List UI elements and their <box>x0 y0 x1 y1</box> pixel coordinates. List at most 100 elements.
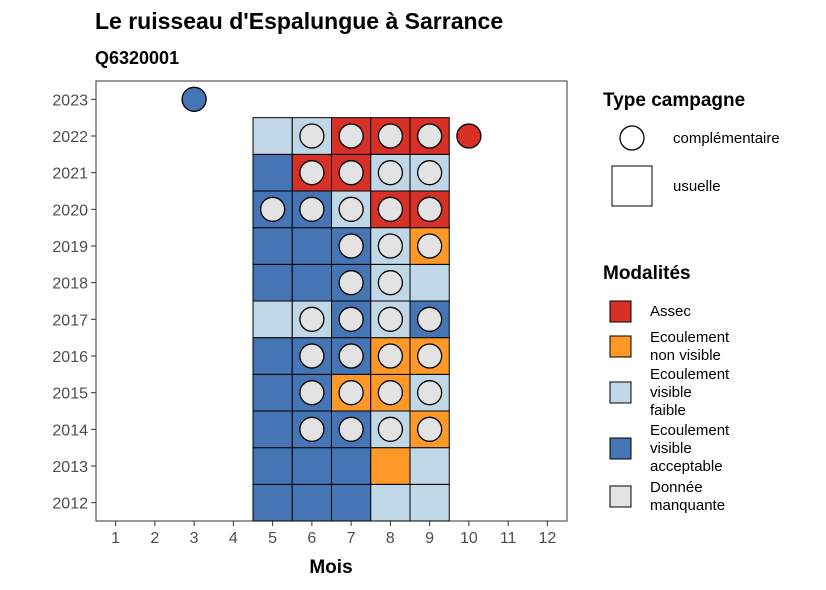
y-tick-label: 2014 <box>52 422 88 439</box>
legend-modalites-title: Modalités <box>603 263 691 284</box>
tile-2013-9 <box>409 447 450 485</box>
tile-2019-5 <box>252 227 293 265</box>
point-2021-6 <box>299 160 325 186</box>
point-2016-9 <box>416 343 443 369</box>
x-tick-label: 11 <box>500 530 517 547</box>
x-axis-title: Mois <box>309 557 352 578</box>
y-tick-label: 2013 <box>52 459 88 476</box>
y-tick-label: 2018 <box>52 276 88 293</box>
x-tick-label: 3 <box>190 530 199 547</box>
legend-campagne-title: Type campagne <box>603 90 745 111</box>
y-tick-label: 2017 <box>52 312 88 329</box>
tile-2018-6 <box>291 263 332 302</box>
x-tick-label: 6 <box>307 530 316 547</box>
point-2016-7 <box>338 343 364 369</box>
point-2016-8 <box>377 343 404 369</box>
legend-key-assec <box>609 300 632 323</box>
point-2015-8 <box>377 380 404 406</box>
tile-2022-5 <box>252 117 293 155</box>
y-tick-label: 2022 <box>52 129 88 146</box>
x-tick-label: 5 <box>268 530 277 547</box>
tile-2016-5 <box>252 337 293 375</box>
point-2019-7 <box>338 233 364 259</box>
point-2017-6 <box>299 306 325 332</box>
y-tick-label: 2021 <box>52 166 88 183</box>
y-tick-label: 2016 <box>52 349 88 366</box>
point-2020-5 <box>259 196 286 222</box>
x-tick-label: 2 <box>150 530 159 547</box>
point-2020-8 <box>377 196 404 222</box>
tile-2017-5 <box>252 300 293 339</box>
legend-key-faible <box>609 381 632 404</box>
x-tick-label: 12 <box>538 530 556 547</box>
y-tick-label: 2015 <box>52 386 88 403</box>
point-2016-6 <box>299 343 325 369</box>
point-2020-6 <box>299 196 325 222</box>
x-tick-label: 9 <box>425 530 434 547</box>
x-tick-label: 10 <box>460 530 478 547</box>
legend-campagne-label: usuelle <box>673 178 721 195</box>
point-2020-9 <box>416 196 443 222</box>
point-2022-10 <box>456 123 482 149</box>
point-2015-6 <box>299 380 325 406</box>
tile-2018-5 <box>252 263 293 302</box>
tile-2012-7 <box>331 483 372 522</box>
tile-2014-5 <box>252 410 293 449</box>
point-2015-9 <box>416 380 443 406</box>
legend-label-assec: Assec <box>650 303 691 320</box>
tile-2012-8 <box>370 483 411 522</box>
legend-key-non_visible <box>609 335 632 358</box>
x-tick-label: 8 <box>386 530 395 547</box>
tile-2013-8 <box>370 447 411 485</box>
tile-2013-6 <box>291 447 332 485</box>
tile-2021-5 <box>252 153 293 192</box>
tile-2015-5 <box>252 373 293 412</box>
legend-label-manquante: Donnée manquante <box>650 479 725 514</box>
legend-campagne-label: complémentaire <box>673 130 780 147</box>
point-2022-8 <box>377 123 404 149</box>
point-2017-7 <box>338 306 364 332</box>
y-tick-label: 2019 <box>52 239 88 256</box>
legend-label-acceptable: Ecoulement visible acceptable <box>650 422 730 475</box>
point-2019-9 <box>416 233 443 259</box>
point-2020-7 <box>338 196 364 222</box>
legend: Type campagne complémentaire usuelle Modali… <box>603 90 780 514</box>
legend-circle-key <box>619 125 645 151</box>
point-2022-6 <box>299 123 325 149</box>
point-2017-8 <box>377 306 404 332</box>
point-2022-7 <box>338 123 364 149</box>
legend-key-manquante <box>609 485 632 508</box>
y-tick-label: 2012 <box>52 496 88 513</box>
x-tick-label: 4 <box>229 530 238 547</box>
point-2014-6 <box>299 416 325 442</box>
legend-label-non_visible: Ecoulement non visible <box>650 329 730 364</box>
tile-2012-6 <box>291 483 332 522</box>
legend-square-key <box>611 165 653 207</box>
point-2022-9 <box>416 123 443 149</box>
x-tick-label: 1 <box>111 530 120 547</box>
tile-2012-9 <box>409 483 450 522</box>
chart-title: Le ruisseau d'Espalungue à Sarrance <box>95 8 503 34</box>
point-2021-9 <box>416 160 443 186</box>
point-2018-7 <box>338 270 364 296</box>
chart-subtitle: Q6320001 <box>95 48 179 68</box>
y-tick-label: 2020 <box>52 202 88 219</box>
x-tick-label: 7 <box>347 530 356 547</box>
point-2023-3 <box>181 86 207 112</box>
point-2015-7 <box>338 380 364 406</box>
point-2019-8 <box>377 233 404 259</box>
tile-2013-7 <box>331 447 372 485</box>
legend-label-faible: Ecoulement visible faible <box>650 366 730 419</box>
legend-key-acceptable <box>609 437 632 460</box>
tile-2018-9 <box>409 263 450 302</box>
tile-2019-6 <box>291 227 332 265</box>
tile-2012-5 <box>252 483 293 522</box>
tile-2013-5 <box>252 447 293 485</box>
point-2017-9 <box>416 306 443 332</box>
point-2018-8 <box>377 270 404 296</box>
y-tick-label: 2023 <box>52 92 88 109</box>
point-2021-7 <box>338 160 364 186</box>
point-2014-8 <box>377 416 404 442</box>
point-2021-8 <box>377 160 404 186</box>
